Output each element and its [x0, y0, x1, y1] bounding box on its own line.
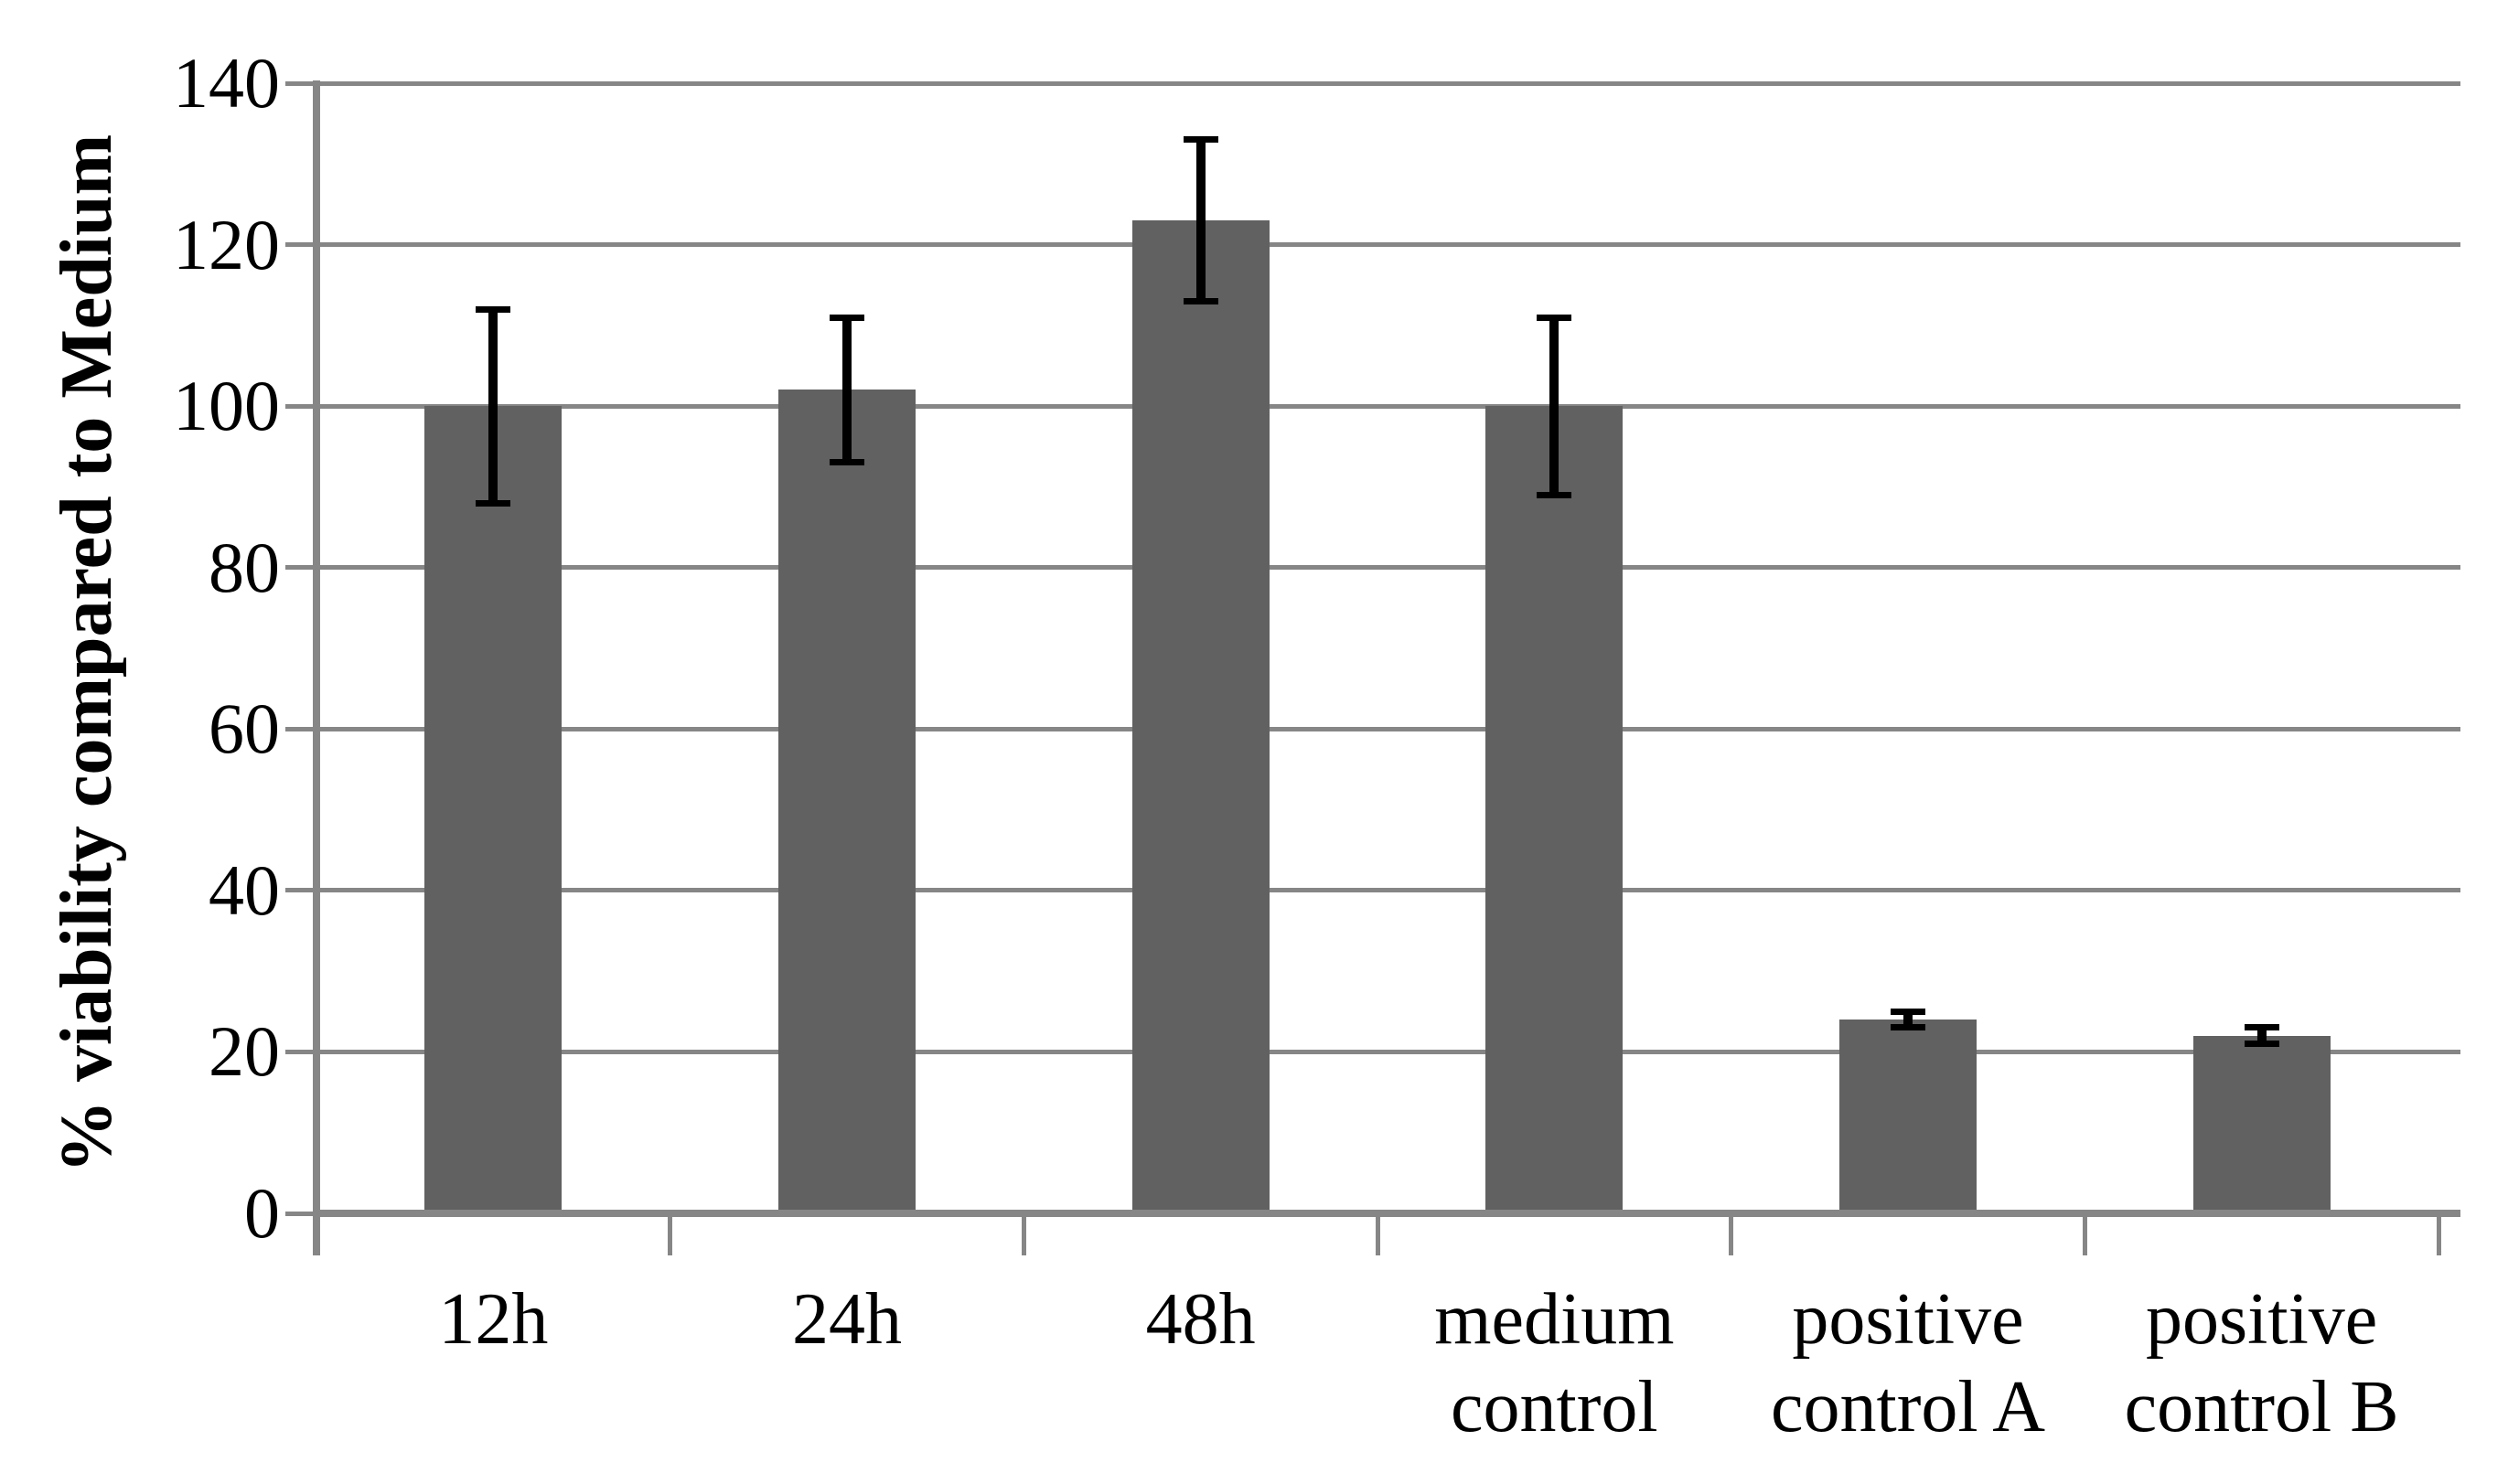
gridline: [316, 565, 2460, 571]
error-bar-line: [842, 317, 852, 463]
gridline: [316, 403, 2460, 409]
x-tick-mark: [668, 1217, 673, 1255]
x-axis-category-label: medium control: [1434, 1279, 1675, 1447]
y-tick-mark: [285, 726, 313, 731]
y-tick-label: 120: [173, 204, 280, 284]
bar: [1131, 220, 1270, 1213]
error-bar-cap: [1183, 136, 1218, 144]
gridline: [316, 80, 2460, 86]
error-bar-line: [1195, 139, 1206, 302]
error-bar-line: [1903, 1011, 1913, 1028]
error-bar-cap: [1537, 491, 1572, 498]
error-bar-cap: [2244, 1024, 2279, 1031]
error-bar-cap: [1891, 1008, 1925, 1015]
error-bar-cap: [1537, 314, 1572, 321]
error-bar-cap: [1891, 1024, 1925, 1031]
x-axis-category-label: positive control B: [2124, 1279, 2399, 1447]
error-bar-line: [1549, 317, 1559, 496]
y-tick-label: 100: [173, 366, 280, 446]
x-tick-mark: [1729, 1217, 1734, 1255]
y-tick-mark: [285, 565, 313, 571]
x-axis-category-label: 12h: [438, 1279, 549, 1360]
y-tick-label: 40: [209, 849, 280, 930]
x-axis-line: [316, 1210, 2460, 1217]
x-axis-category-label: 24h: [792, 1279, 902, 1360]
error-bar-cap: [2244, 1041, 2279, 1048]
error-bar-cap: [476, 305, 511, 313]
y-tick-mark: [285, 1049, 313, 1054]
error-bar-line: [488, 309, 498, 504]
y-tick-mark: [285, 80, 313, 86]
bar: [2192, 1035, 2331, 1213]
x-tick-mark: [1021, 1217, 1026, 1255]
bar: [778, 390, 916, 1213]
y-tick-label: 80: [209, 527, 280, 607]
x-tick-mark: [314, 1217, 319, 1255]
error-bar-cap: [830, 459, 864, 466]
y-tick-label: 140: [173, 43, 280, 123]
error-bar-cap: [476, 499, 511, 507]
bar: [424, 406, 563, 1213]
gridline: [316, 888, 2460, 893]
plot-area: [316, 80, 2460, 1213]
y-tick-mark: [285, 888, 313, 893]
y-tick-mark: [285, 242, 313, 248]
gridline: [316, 1049, 2460, 1054]
error-bar-cap: [1183, 297, 1218, 304]
y-tick-mark: [285, 403, 313, 409]
y-tick-label: 0: [244, 1173, 280, 1253]
y-tick-label: 20: [209, 1011, 280, 1092]
x-axis-category-label: 48h: [1145, 1279, 1256, 1360]
error-bar-line: [2256, 1027, 2267, 1044]
y-axis-line: [313, 80, 320, 1255]
gridline: [316, 242, 2460, 248]
error-bar-cap: [830, 314, 864, 321]
x-axis-category-label: positive control A: [1771, 1279, 2045, 1447]
x-tick-mark: [2082, 1217, 2087, 1255]
bar: [1485, 406, 1624, 1213]
x-tick-mark: [1375, 1217, 1380, 1255]
y-tick-mark: [285, 1211, 313, 1216]
bar: [1839, 1020, 1977, 1213]
y-tick-label: 60: [209, 689, 280, 769]
x-tick-mark: [2436, 1217, 2441, 1255]
gridline: [316, 726, 2460, 731]
